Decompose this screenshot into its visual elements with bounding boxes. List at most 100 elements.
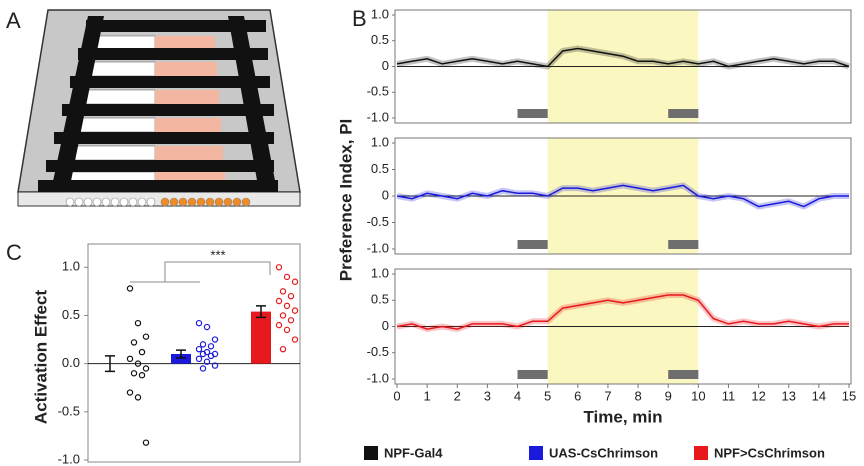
data-point [275,297,283,305]
data-point [283,326,291,334]
annotation: *** [210,247,225,262]
data-point [283,302,291,310]
data-point [195,319,203,327]
data-point [291,278,299,285]
x-tick-label: 5 [544,388,551,403]
legend-label: NPF-Gal4 [384,445,443,460]
data-point [211,336,219,343]
stim-marker [668,109,699,118]
data-point [199,341,207,348]
y-tick-label: 0 [382,58,389,73]
x-tick-label: 1 [424,388,431,403]
y-tick-label: -1.0 [367,240,389,255]
legend-swatch [364,446,378,460]
data-point [207,352,215,360]
data-point [287,317,295,324]
y-tick-label: 1.0 [371,6,389,21]
y-tick-label: -0.5 [367,344,389,359]
panel-label: B [352,6,367,31]
legend-label: UAS-CsChrimson [549,445,658,460]
plot-frame [87,243,301,463]
line [396,47,850,68]
x-tick-label: 12 [751,388,765,403]
stim-marker [517,370,548,379]
data-point [199,350,207,358]
y-tick-label: 0 [382,187,389,202]
y-tick-label: 0.0 [62,355,80,370]
data-point [134,394,142,401]
x-tick-label: 3 [484,388,491,403]
data-point [126,355,134,363]
line [396,184,849,208]
x-tick-label: 4 [514,388,521,403]
line [396,294,849,330]
x-tick-label: 2 [454,388,461,403]
bar [171,354,191,364]
data-point [199,365,207,372]
data-point [211,362,219,369]
x-tick-label: 7 [604,388,611,403]
data-point [195,345,203,353]
y-tick-label: 1.0 [62,259,80,274]
x-tick-label: 15 [842,388,856,403]
data-point [279,312,287,319]
data-point [126,285,134,292]
stim-marker [668,240,699,249]
y-tick-label: 0.5 [371,32,389,47]
data-point [279,288,287,295]
data-point [142,333,150,340]
legend-swatch [694,446,708,460]
y-tick-label: 1.0 [371,265,389,280]
legend-label: NPF>CsChrimson [714,445,825,460]
y-tick-label: -0.5 [367,84,389,99]
legend-swatch [529,446,543,460]
data-point [287,292,295,300]
x-tick-label: 0 [393,388,400,403]
data-point [207,343,215,350]
data-point [279,345,287,353]
y-tick-label: 0.5 [371,161,389,176]
y-axis-label: Activation Effect [31,290,50,424]
data-point [138,372,146,379]
data-point [134,319,142,327]
data-point [291,307,299,314]
panel-label: A [6,8,21,33]
data-point [138,348,146,356]
stim-marker [517,109,548,118]
x-tick-label: 8 [634,388,641,403]
data-point [291,336,299,343]
data-point [203,323,211,331]
data-point [126,389,134,396]
x-tick-label: 11 [722,388,736,403]
x-tick-label: 9 [665,388,672,403]
y-axis-label: Preference Index, PI [336,119,355,282]
y-tick-label: 0.5 [62,307,80,322]
error-bar [105,355,115,373]
x-tick-label: 6 [574,388,581,403]
y-tick-label: 0 [382,318,389,333]
data-point [275,321,283,329]
y-tick-label: -0.5 [58,403,80,418]
data-point [134,360,142,367]
data-point [142,365,150,372]
y-tick-label: 0.5 [371,292,389,307]
stim-marker [517,240,548,249]
panel-label: C [6,240,22,265]
data-point [130,339,138,346]
data-point [283,273,291,281]
data-point [142,439,150,446]
y-tick-label: 1.0 [371,134,389,149]
x-tick-label: 10 [691,388,705,403]
stim-marker [668,370,699,379]
data-point [195,355,203,363]
y-tick-label: -1.0 [367,370,389,385]
y-tick-label: -0.5 [367,214,389,229]
error-bar [176,349,186,359]
y-tick-label: -1.0 [58,451,80,466]
apparatus-diagram [17,9,301,207]
data-point [203,358,211,365]
x-tick-label: 14 [812,388,826,403]
data-point [275,264,283,271]
